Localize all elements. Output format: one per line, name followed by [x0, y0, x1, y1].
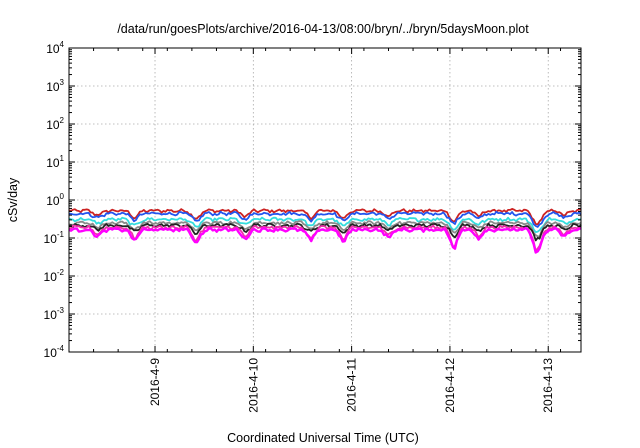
series-layer [68, 207, 582, 254]
series-line [68, 207, 582, 226]
x-tick-labels: 2016-4-9 2016-4-10 2016-4-11 2016-4-12 2016-… [148, 358, 555, 413]
x-tick-label: 2016-4-9 [148, 358, 162, 406]
series-line [68, 210, 582, 228]
y-tick-label: 103 [46, 78, 64, 94]
tick-layer [68, 47, 581, 353]
y-tick-label: 10-3 [44, 306, 65, 322]
y-tick-label: 102 [46, 116, 64, 132]
chart-title: /data/run/goesPlots/archive/2016-04-13/0… [117, 22, 529, 36]
y-tick-label: 100 [46, 192, 64, 208]
x-tick-label: 2016-4-13 [541, 358, 555, 413]
y-axis-label: cSv/day [6, 177, 20, 222]
series-line [68, 220, 582, 238]
y-tick-label: 104 [46, 40, 64, 56]
x-tick-label: 2016-4-10 [246, 358, 260, 413]
y-tick-label: 10-1 [44, 230, 65, 246]
grid-layer [69, 48, 581, 352]
x-tick-label: 2016-4-12 [443, 358, 457, 413]
x-tick-label: 2016-4-11 [345, 358, 359, 412]
series-line [68, 216, 582, 234]
y-tick-label: 101 [46, 154, 64, 170]
y-tick-label: 10-2 [44, 268, 65, 284]
y-tick-label: 10-4 [44, 344, 65, 360]
series-line [68, 224, 582, 252]
x-axis-label: Coordinated Universal Time (UTC) [227, 431, 419, 445]
series-line [68, 226, 582, 254]
y-tick-labels: 10-4 10-3 10-2 10-1 100 101 102 103 104 [44, 40, 65, 360]
